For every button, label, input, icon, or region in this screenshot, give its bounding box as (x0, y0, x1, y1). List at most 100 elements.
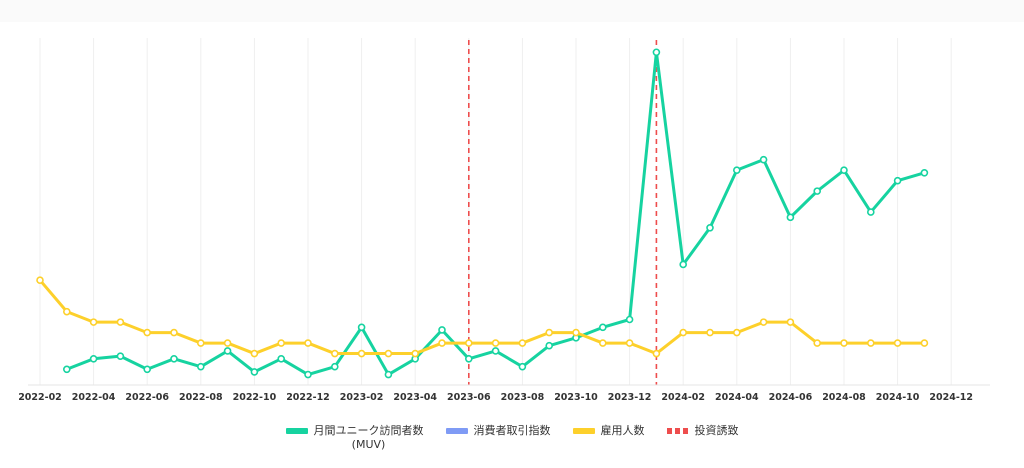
point-0-2022-11[interactable] (277, 354, 286, 363)
point-2-2023-11[interactable] (598, 339, 607, 347)
legend-item-muv[interactable]: 月間ユニーク訪問者数 (MUV) (285, 424, 424, 452)
legend-label-consumer-index: 消費者取引指数 (473, 424, 551, 437)
x-tick-label-2022-04: 2022-04 (72, 392, 116, 403)
legend-swatch-employees (572, 428, 595, 434)
point-2-2024-01[interactable] (652, 349, 661, 358)
point-2-2024-11[interactable] (920, 339, 929, 347)
point-0-2022-04[interactable] (89, 354, 98, 363)
top-bar (0, 0, 1024, 22)
point-2-2024-03[interactable] (706, 328, 714, 337)
series-lines (36, 48, 929, 379)
x-tick-label-2022-02: 2022-02 (18, 392, 62, 403)
point-0-2023-03[interactable] (384, 370, 393, 379)
legend: 月間ユニーク訪問者数 (MUV) 消費者取引指数 雇用人数 投資誘致 (0, 424, 1024, 452)
point-0-2024-03[interactable] (706, 224, 714, 232)
point-0-2023-06[interactable] (464, 354, 473, 363)
point-2-2023-05[interactable] (438, 339, 446, 347)
line-chart: 2022-02 2022-04 2022-06 2022-08 2022-10 2022-… (18, 38, 990, 403)
point-0-2023-12[interactable] (625, 315, 634, 324)
point-2-2023-09[interactable] (545, 328, 554, 337)
x-axis-tick-labels: 2022-02 2022-04 2022-06 2022-08 2022-10 2022-… (18, 392, 973, 403)
legend-item-consumer-index[interactable]: 消費者取引指数 (445, 424, 551, 438)
x-tick-label-2022-10: 2022-10 (233, 392, 277, 403)
point-0-2023-02[interactable] (357, 323, 366, 332)
point-0-2023-05[interactable] (438, 326, 446, 334)
legend-label-muv: 月間ユニーク訪問者数 (MUV) (313, 424, 424, 451)
point-2-2023-10[interactable] (572, 328, 580, 337)
legend-swatch-investment (666, 428, 689, 434)
point-2-2024-04[interactable] (732, 328, 741, 337)
x-tick-label-2023-02: 2023-02 (340, 392, 384, 403)
x-tick-label-2022-08: 2022-08 (179, 392, 223, 403)
x-tick-label-2024-02: 2024-02 (661, 392, 705, 403)
point-0-2024-01[interactable] (652, 48, 661, 57)
x-tick-label-2024-04: 2024-04 (715, 392, 759, 403)
legend-label-employees: 雇用人数 (600, 424, 645, 437)
point-0-2023-09[interactable] (545, 341, 554, 350)
point-2-2023-02[interactable] (357, 349, 366, 358)
point-0-2024-06[interactable] (786, 213, 795, 222)
point-2-2024-06[interactable] (786, 318, 795, 326)
point-2-2024-08[interactable] (840, 339, 848, 347)
x-tick-label-2023-06: 2023-06 (447, 392, 491, 403)
point-2-2022-08[interactable] (197, 339, 205, 347)
point-2-2022-11[interactable] (277, 339, 286, 347)
point-0-2024-08[interactable] (840, 166, 848, 174)
x-tick-label-2024-12: 2024-12 (929, 392, 973, 403)
point-2-2023-07[interactable] (491, 339, 500, 347)
point-0-2022-07[interactable] (170, 354, 178, 363)
x-tick-label-2024-06: 2024-06 (769, 392, 813, 403)
point-0-2024-11[interactable] (920, 168, 929, 177)
point-0-2022-06[interactable] (143, 365, 151, 374)
point-2-2023-01[interactable] (330, 349, 339, 358)
point-0-2022-05[interactable] (116, 352, 125, 360)
point-0-2024-07[interactable] (813, 187, 822, 195)
legend-swatch-muv (285, 428, 308, 434)
point-2-2024-05[interactable] (759, 318, 768, 326)
point-2-2022-04[interactable] (89, 318, 98, 326)
point-2-2022-03[interactable] (63, 307, 71, 316)
point-2-2024-09[interactable] (866, 339, 875, 347)
point-2-2023-08[interactable] (518, 339, 527, 347)
point-2-2022-06[interactable] (143, 328, 151, 337)
point-0-2024-09[interactable] (866, 208, 875, 216)
point-0-2024-10[interactable] (893, 176, 902, 185)
point-0-2022-10[interactable] (250, 368, 259, 376)
x-tick-label-2023-04: 2023-04 (393, 392, 437, 403)
point-0-2022-12[interactable] (304, 370, 312, 379)
x-tick-label-2024-08: 2024-08 (822, 392, 866, 403)
point-2-2023-04[interactable] (411, 349, 420, 358)
point-0-2022-08[interactable] (197, 362, 205, 371)
legend-item-investment[interactable]: 投資誘致 (666, 424, 739, 438)
point-2-2022-07[interactable] (170, 328, 178, 337)
point-2-2024-07[interactable] (813, 339, 822, 347)
point-0-2024-02[interactable] (679, 260, 688, 269)
point-2-2022-09[interactable] (223, 339, 232, 347)
x-tick-label-2022-06: 2022-06 (125, 392, 169, 403)
point-0-2023-08[interactable] (518, 362, 527, 371)
point-0-2024-05[interactable] (759, 155, 768, 164)
point-0-2024-04[interactable] (732, 166, 741, 174)
x-tick-label-2023-10: 2023-10 (554, 392, 598, 403)
point-2-2024-10[interactable] (893, 339, 902, 347)
point-2-2022-02[interactable] (36, 276, 44, 285)
point-0-2023-07[interactable] (491, 347, 500, 355)
point-2-2023-12[interactable] (625, 339, 634, 347)
x-tick-label-2024-10: 2024-10 (876, 392, 920, 403)
point-0-2022-09[interactable] (223, 347, 232, 355)
point-0-2023-01[interactable] (330, 362, 339, 371)
point-2-2022-05[interactable] (116, 318, 125, 326)
point-2-2022-12[interactable] (304, 339, 312, 347)
x-tick-label-2023-08: 2023-08 (501, 392, 545, 403)
legend-label-investment: 投資誘致 (694, 424, 739, 437)
legend-swatch-consumer-index (445, 428, 468, 434)
event-lines (467, 40, 658, 385)
point-2-2023-06[interactable] (464, 339, 473, 347)
legend-item-employees[interactable]: 雇用人数 (572, 424, 645, 438)
point-0-2022-03[interactable] (63, 365, 71, 374)
point-2-2023-03[interactable] (384, 349, 393, 358)
point-2-2022-10[interactable] (250, 349, 259, 358)
point-2-2024-02[interactable] (679, 328, 688, 337)
series-line-2 (38, 278, 926, 356)
point-0-2023-11[interactable] (598, 323, 607, 332)
